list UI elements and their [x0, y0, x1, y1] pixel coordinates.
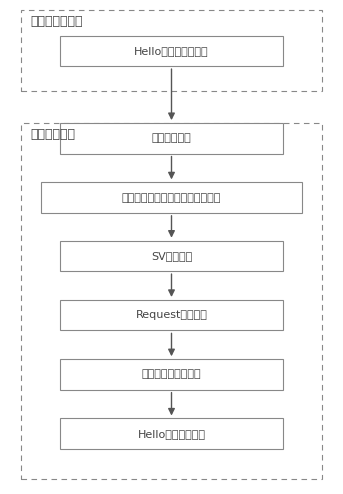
Text: 节点相遇感知: 节点相遇感知 [152, 133, 191, 143]
Text: 节点相遇阶段: 节点相遇阶段 [31, 128, 76, 141]
Text: Hello消息周期性广播: Hello消息周期性广播 [134, 46, 209, 56]
FancyBboxPatch shape [41, 182, 302, 213]
FancyBboxPatch shape [60, 36, 283, 66]
Text: 目的地为对方节点的数据分组发送: 目的地为对方节点的数据分组发送 [122, 193, 221, 203]
FancyBboxPatch shape [21, 124, 322, 479]
FancyBboxPatch shape [60, 300, 283, 330]
Text: Hello消息按需广播: Hello消息按需广播 [138, 429, 205, 439]
FancyBboxPatch shape [21, 10, 322, 91]
Text: 节点未相遇阶段: 节点未相遇阶段 [31, 15, 83, 28]
Text: SV消息发送: SV消息发送 [151, 251, 192, 261]
FancyBboxPatch shape [60, 418, 283, 449]
FancyBboxPatch shape [60, 123, 283, 154]
Text: 数据分组发送与处理: 数据分组发送与处理 [142, 370, 201, 379]
FancyBboxPatch shape [60, 241, 283, 271]
FancyBboxPatch shape [60, 359, 283, 390]
Text: Request消息发送: Request消息发送 [135, 310, 208, 320]
